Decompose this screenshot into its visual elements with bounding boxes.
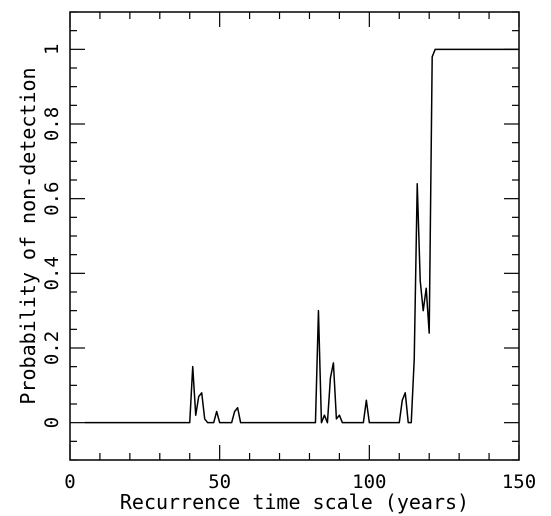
y-tick-label: 0.6 xyxy=(41,182,63,216)
y-tick-label: 0.2 xyxy=(41,331,63,365)
y-tick-label: 0.8 xyxy=(41,107,63,141)
x-axis-label: Recurrence time scale (years) xyxy=(120,490,469,514)
series-line xyxy=(84,48,519,424)
series-layer xyxy=(84,48,519,424)
x-tick-label: 50 xyxy=(208,471,231,493)
x-tick-label: 0 xyxy=(64,471,75,493)
y-axis-label: Probability of non-detection xyxy=(16,67,40,404)
x-tick-label: 150 xyxy=(502,471,536,493)
y-tick-label: 0 xyxy=(41,417,63,428)
x-tick-label: 100 xyxy=(352,471,386,493)
labels-layer: 0 50 100 150 0 0.2 0.4 0.6 0.8 1 xyxy=(41,44,536,493)
ticks-layer xyxy=(69,11,520,461)
y-tick-label: 0.4 xyxy=(41,256,63,290)
plot-frame xyxy=(69,11,520,461)
y-tick-label: 1 xyxy=(41,44,63,55)
